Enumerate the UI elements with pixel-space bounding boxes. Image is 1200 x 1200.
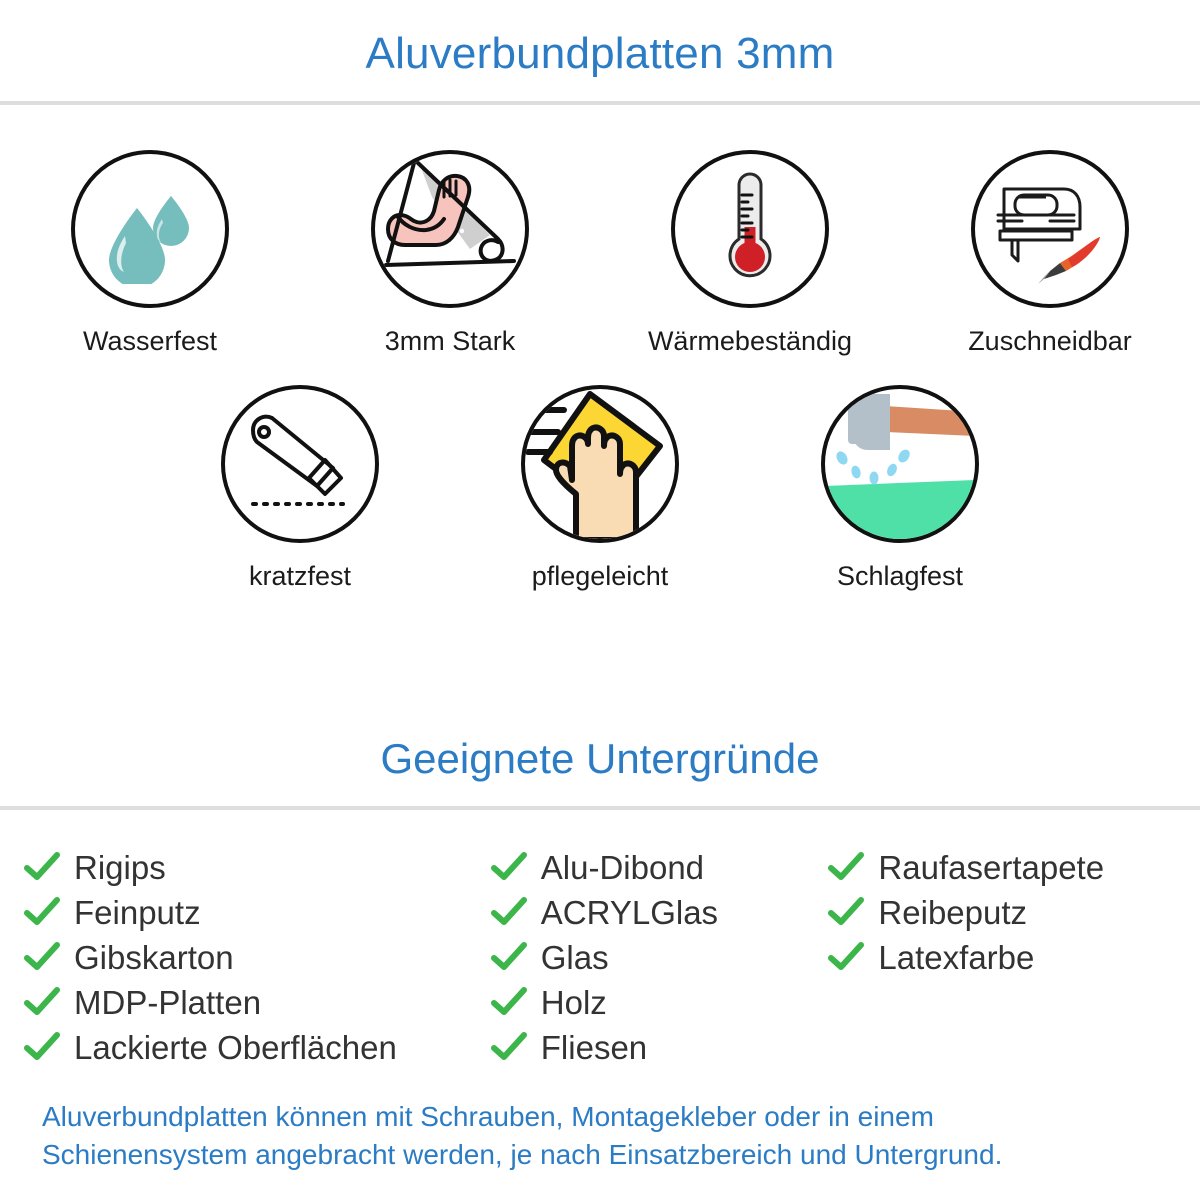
surface-label: Gibskarton <box>74 938 234 976</box>
footer-line-2: Schienensystem angebracht werden, je nac… <box>42 1139 1003 1171</box>
surface-label: Feinputz <box>74 893 201 931</box>
check-icon <box>828 852 865 880</box>
hand-cleaning-cloth-icon <box>525 389 675 539</box>
surface-label: MDP-Platten <box>74 983 262 1021</box>
list-item: Reibeputz <box>828 891 1176 933</box>
surface-label: Reibeputz <box>878 893 1028 931</box>
feature-circle <box>521 385 679 543</box>
feature-kratzfest: kratzfest <box>169 385 431 592</box>
feature-circle <box>671 150 829 308</box>
feature-label: Zuschneidbar <box>968 326 1132 356</box>
feature-zuschneidbar: Zuschneidbar <box>919 150 1181 357</box>
surface-label: Raufasertapete <box>878 848 1105 886</box>
check-icon <box>24 987 60 1015</box>
surfaces-column-2: Alu-Dibond ACRYLGlas Glas Holz Fliesen <box>490 846 829 1068</box>
feature-label: Wasserfest <box>82 326 218 356</box>
thermometer-icon <box>695 169 805 289</box>
check-icon <box>24 852 60 880</box>
check-icon <box>490 897 527 925</box>
list-item: ACRYLGlas <box>490 891 829 933</box>
feature-wasserfest: Wasserfest <box>19 150 281 357</box>
scraper-knife-icon <box>239 406 361 522</box>
list-item: Rigips <box>24 846 491 888</box>
check-icon <box>24 1032 60 1060</box>
surfaces-checklist: Rigips Feinputz Gibskarton MDP-Platten L… <box>0 846 1200 1068</box>
page-title: Aluverbundplatten 3mm <box>365 29 835 78</box>
list-item: MDP-Platten <box>24 981 491 1023</box>
hammer-impact-icon <box>825 389 975 539</box>
feature-label: 3mm Stark <box>384 326 516 356</box>
feature-waermebestaendig: Wärmebeständig <box>619 150 881 357</box>
check-icon <box>828 942 865 970</box>
surface-label: Fliesen <box>540 1028 648 1066</box>
feature-3mm-stark: 3mm Stark <box>319 150 581 357</box>
jigsaw-cutter-icon <box>988 169 1113 289</box>
surface-label: ACRYLGlas <box>540 893 719 931</box>
check-icon <box>24 897 60 925</box>
list-item: Alu-Dibond <box>490 846 829 888</box>
section-title-surfaces: Geeignete Untergründe <box>380 735 820 782</box>
surface-label: Holz <box>540 983 607 1021</box>
feature-circle <box>971 150 1129 308</box>
feature-label: Schlagfest <box>836 561 964 591</box>
check-icon <box>490 852 527 880</box>
list-item: Fliesen <box>490 1026 829 1068</box>
surface-label: Alu-Dibond <box>540 848 705 886</box>
feature-circle <box>821 385 979 543</box>
check-icon <box>828 897 865 925</box>
check-icon <box>24 942 60 970</box>
features-section: Wasserfest <box>0 150 1200 592</box>
flexed-bicep-icon <box>375 154 525 304</box>
feature-circle <box>371 150 529 308</box>
feature-label: kratzfest <box>248 561 352 591</box>
surfaces-column-3: Raufasertapete Reibeputz Latexfarbe <box>828 846 1176 1068</box>
list-item: Holz <box>490 981 829 1023</box>
check-icon <box>490 942 527 970</box>
feature-schlagfest: Schlagfest <box>769 385 1031 592</box>
feature-circle <box>71 150 229 308</box>
list-item: Raufasertapete <box>828 846 1176 888</box>
list-item: Gibskarton <box>24 936 491 978</box>
list-item: Latexfarbe <box>828 936 1176 978</box>
surface-label: Lackierte Oberflächen <box>74 1028 397 1066</box>
feature-row-2: kratzfest <box>0 385 1200 592</box>
surface-label: Glas <box>540 938 609 976</box>
surface-label: Rigips <box>74 848 166 886</box>
footer-line-1: Aluverbundplatten können mit Schrauben, … <box>42 1101 934 1133</box>
feature-label: pflegeleicht <box>531 561 669 591</box>
check-icon <box>490 1032 527 1060</box>
divider-top <box>0 101 1200 105</box>
feature-label: Wärmebeständig <box>647 326 853 356</box>
water-drops-icon <box>95 174 205 284</box>
feature-pflegeleicht: pflegeleicht <box>469 385 731 592</box>
divider-middle <box>0 806 1200 810</box>
feature-circle <box>221 385 379 543</box>
surface-label: Latexfarbe <box>878 938 1035 976</box>
list-item: Glas <box>490 936 829 978</box>
feature-row-1: Wasserfest <box>0 150 1200 357</box>
check-icon <box>490 987 527 1015</box>
list-item: Lackierte Oberflächen <box>24 1026 491 1068</box>
footer-note: Aluverbundplatten können mit Schrauben, … <box>0 1098 1200 1174</box>
list-item: Feinputz <box>24 891 491 933</box>
surfaces-column-1: Rigips Feinputz Gibskarton MDP-Platten L… <box>24 846 491 1068</box>
